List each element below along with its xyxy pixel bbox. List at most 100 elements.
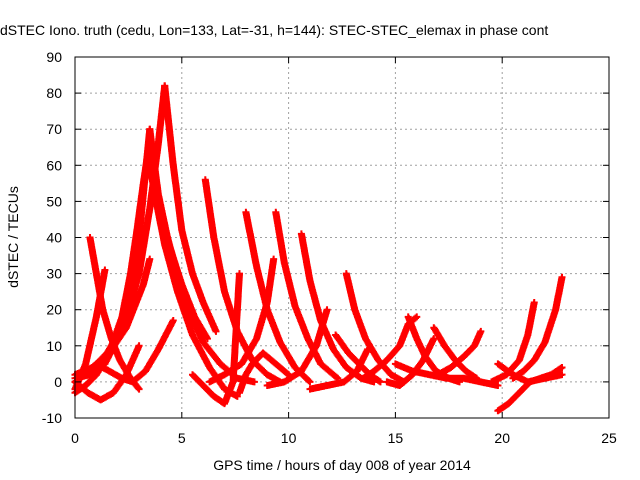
data-point xyxy=(558,363,566,371)
data-point-segment xyxy=(340,368,360,386)
data-point-segment xyxy=(353,347,371,375)
data-point-segment xyxy=(520,357,537,375)
data-point xyxy=(306,378,314,386)
data-point xyxy=(413,313,421,321)
data-point-segment xyxy=(280,368,304,386)
ticks xyxy=(74,56,610,419)
data-point-segment xyxy=(82,314,100,368)
data-point-segment xyxy=(297,230,314,283)
data-point-segment xyxy=(430,324,448,348)
series-arc23 xyxy=(306,345,372,393)
series-arc24 xyxy=(359,313,421,382)
data-point xyxy=(270,255,278,263)
data-point-segment xyxy=(419,336,437,364)
data-point-segment xyxy=(210,234,228,294)
y-tick-label: 50 xyxy=(46,193,62,209)
data-point-segment xyxy=(494,360,516,378)
data-point-segment xyxy=(297,343,320,375)
data-point-segment xyxy=(291,302,311,341)
data-point-segment xyxy=(276,338,298,370)
data-point xyxy=(530,298,538,306)
data-point-segment xyxy=(248,350,266,368)
data-point-segment xyxy=(541,307,559,346)
series-arc28 xyxy=(434,327,485,379)
data-point xyxy=(558,273,566,281)
data-point-segment xyxy=(342,270,358,312)
data-point-segment xyxy=(370,357,390,375)
data-point-segment xyxy=(161,82,177,168)
data-point-segment xyxy=(221,379,236,408)
series-arc15 xyxy=(236,349,293,397)
data-point-segment xyxy=(86,234,100,276)
data-point-segment xyxy=(221,361,244,379)
data-point-segment xyxy=(396,372,415,389)
data-point-segment xyxy=(146,141,162,213)
data-point xyxy=(430,335,438,343)
data-point-segment xyxy=(441,342,458,363)
data-point xyxy=(494,382,502,390)
series-arc09 xyxy=(71,342,143,404)
data-point-segment xyxy=(206,371,227,386)
data-point-segment xyxy=(383,343,403,364)
y-tick-label: -10 xyxy=(42,410,62,426)
data-point-segment xyxy=(169,161,186,233)
series-arc29 xyxy=(391,360,502,390)
data-point xyxy=(323,306,331,314)
data-point-segment xyxy=(174,288,196,337)
data-point-segment xyxy=(272,208,288,265)
data-point-segment xyxy=(84,389,103,403)
data-point xyxy=(376,378,384,386)
data-point xyxy=(135,342,143,350)
data-point-segment xyxy=(505,390,522,408)
data-point xyxy=(212,327,220,335)
data-point-segment xyxy=(470,329,484,350)
data-point-segment xyxy=(189,371,206,388)
series-arc33 xyxy=(494,360,566,386)
data-point-segment xyxy=(242,208,260,269)
chart-title: dSTEC Iono. truth (cedu, Lon=133, Lat=-3… xyxy=(0,22,548,38)
data-point-segment xyxy=(99,306,115,341)
y-tick-label: 90 xyxy=(46,49,62,65)
y-tick-label: 80 xyxy=(46,85,62,101)
series-arc14 xyxy=(189,270,243,408)
series-arc11 xyxy=(92,317,177,386)
y-tick-label: 0 xyxy=(54,374,62,390)
data-point-segment xyxy=(447,354,467,371)
data-point-segment xyxy=(332,331,351,356)
x-tick-label: 25 xyxy=(601,430,617,446)
data-point-segment xyxy=(552,275,566,314)
data-point-segment xyxy=(92,360,112,374)
series-arc06 xyxy=(161,82,220,335)
data-point-segment xyxy=(135,170,149,241)
data-point-segment xyxy=(404,313,420,341)
data-point-segment xyxy=(135,206,153,278)
data-point-segment xyxy=(344,349,362,367)
data-point-segment xyxy=(396,322,412,350)
data-point-segment xyxy=(259,349,279,367)
data-point-segment xyxy=(280,259,299,308)
x-tick-label: 5 xyxy=(178,430,186,446)
data-point-segment xyxy=(236,372,249,397)
data-point-segment xyxy=(105,367,125,382)
data-point-segment xyxy=(238,336,260,368)
y-tick-label: 10 xyxy=(46,338,62,354)
data-point xyxy=(364,345,372,353)
data-point-segment xyxy=(263,257,277,306)
data-point-segment xyxy=(189,331,213,370)
data-point-segment xyxy=(306,277,324,323)
data-point-segment xyxy=(161,241,181,294)
data-point-segment xyxy=(530,340,548,364)
x-tick-label: 15 xyxy=(388,430,404,446)
y-tick-label: 20 xyxy=(46,302,62,318)
data-point-segment xyxy=(129,368,148,386)
data-point xyxy=(235,270,243,278)
y-tick-label: 30 xyxy=(46,266,62,282)
data-point-segment xyxy=(184,306,206,345)
data-point-segment xyxy=(391,360,415,374)
series-arc19 xyxy=(206,255,278,386)
data-point-segment xyxy=(317,360,340,381)
data-point-segment xyxy=(488,371,509,386)
x-tick-label: 0 xyxy=(71,430,79,446)
tick-labels: 0 5 10 15 20 25 -10 0 10 20 30 40 50 60 70 80 90 xyxy=(42,49,617,446)
data-point-segment xyxy=(122,343,142,379)
